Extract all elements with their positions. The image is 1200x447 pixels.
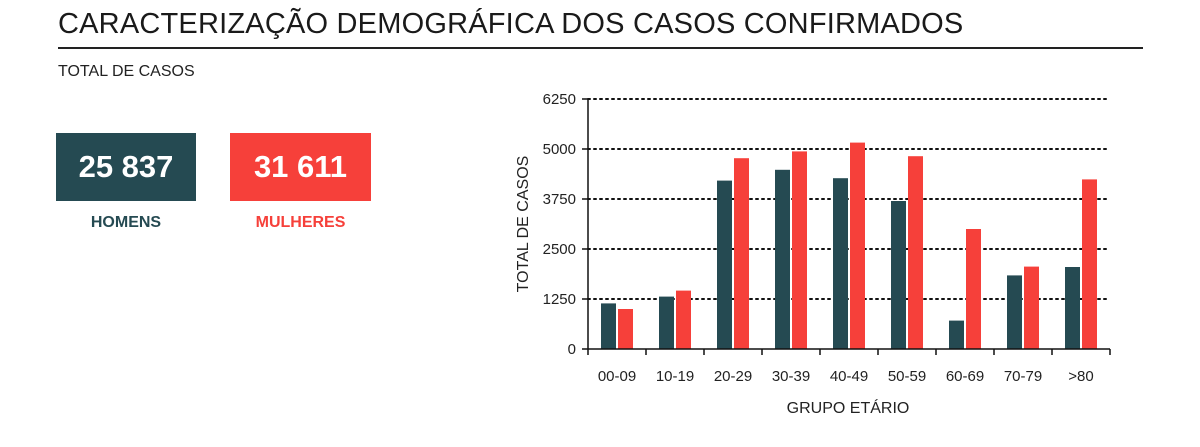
bar — [676, 290, 691, 349]
bar — [1065, 267, 1080, 349]
bar — [659, 296, 674, 349]
grid-lines — [587, 98, 1111, 300]
x-tick-label: >80 — [1068, 368, 1093, 385]
axes — [582, 98, 1111, 355]
bar — [833, 178, 848, 349]
y-tick-label: 5000 — [543, 141, 576, 158]
title-divider — [58, 47, 1143, 49]
y-tick-label: 2500 — [543, 241, 576, 258]
bars — [601, 142, 1097, 349]
x-axis-label: GRUPO ETÁRIO — [787, 398, 910, 417]
men-label: HOMENS — [90, 214, 162, 231]
men-total-card: 25 837 — [56, 133, 196, 201]
bar — [775, 169, 790, 349]
y-tick-label: 0 — [568, 341, 576, 358]
bar — [1007, 275, 1022, 349]
section-subtitle: TOTAL DE CASOS — [58, 63, 195, 80]
y-tick-label: 3750 — [543, 191, 576, 208]
x-tick-label: 40-49 — [830, 368, 868, 385]
women-label: MULHERES — [255, 214, 346, 231]
bar — [891, 201, 906, 349]
bar — [949, 320, 964, 349]
x-tick-label: 10-19 — [656, 368, 694, 385]
women-total-card: 31 611 — [230, 133, 371, 201]
y-tick-label: 1250 — [543, 291, 576, 308]
x-tick-label: 20-29 — [714, 368, 752, 385]
bar — [717, 180, 732, 349]
x-tick-label: 60-69 — [946, 368, 984, 385]
bar — [908, 156, 923, 349]
y-tick-label: 6250 — [543, 91, 576, 108]
x-tick-label: 30-39 — [772, 368, 810, 385]
y-axis-label: TOTAL DE CASOS — [515, 156, 532, 293]
bar — [966, 229, 981, 349]
tick-labels: 0 1250 2500 3750 5000 6250 00-09 10-19 20-29 30-3… — [543, 91, 1094, 385]
bar — [792, 151, 807, 349]
bar — [1024, 266, 1039, 349]
bar — [1082, 179, 1097, 349]
bar — [734, 158, 749, 349]
x-tick-label: 50-59 — [888, 368, 926, 385]
bar — [601, 303, 616, 349]
page-title: CARACTERIZAÇÃO DEMOGRÁFICA DOS CASOS CON… — [58, 8, 964, 40]
bar — [850, 142, 865, 349]
x-tick-label: 70-79 — [1004, 368, 1042, 385]
bar — [618, 309, 633, 349]
x-tick-label: 00-09 — [598, 368, 636, 385]
